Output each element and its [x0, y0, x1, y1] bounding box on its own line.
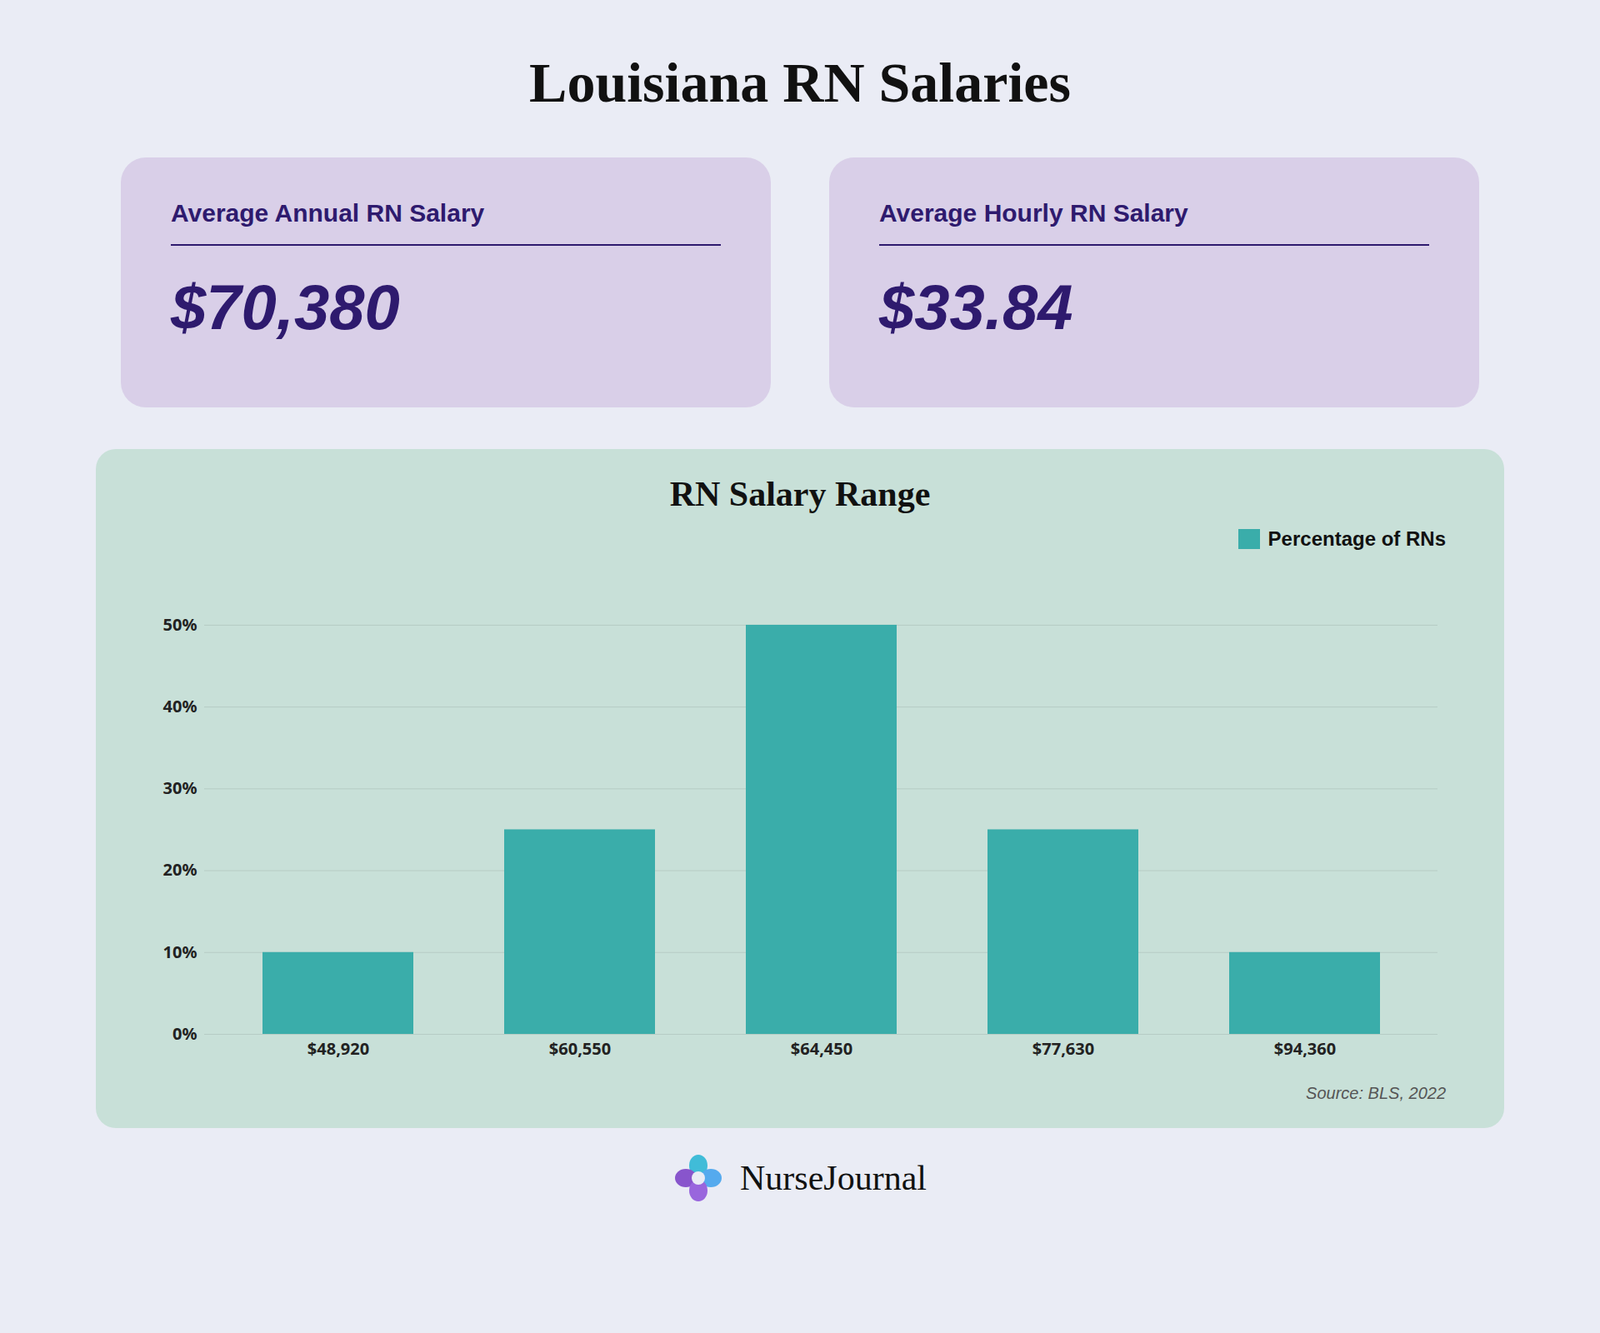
html-text:$70,380: $70,380 — [170, 271, 400, 343]
svg-text:50%: 50% — [163, 613, 198, 636]
html-text:RN Salary Range: RN Salary Range — [669, 475, 931, 514]
svg-text:$48,920: $48,920 — [307, 1037, 370, 1060]
html-text:Average Annual RN Salary: Average Annual RN Salary — [170, 199, 485, 227]
svg-text:$77,630: $77,630 — [1032, 1037, 1095, 1060]
svg-text:40%: 40% — [163, 695, 198, 718]
html-text:Source: BLS, 2022: Source: BLS, 2022 — [1305, 1084, 1446, 1103]
html-text:Louisiana RN Salaries: Louisiana RN Salaries — [529, 50, 1071, 115]
svg-text:$64,450: $64,450 — [790, 1037, 853, 1060]
svg-text:20%: 20% — [163, 858, 198, 881]
html-text:Average Hourly RN Salary: Average Hourly RN Salary — [879, 199, 1189, 227]
svg-text:30%: 30% — [163, 776, 198, 800]
svg-text:$60,550: $60,550 — [549, 1037, 611, 1060]
svg-text:$94,360: $94,360 — [1274, 1037, 1336, 1060]
html-text:Percentage of RNs: Percentage of RNs — [1268, 527, 1446, 550]
svg-text:10%: 10% — [163, 940, 198, 964]
html-text:$33.84: $33.84 — [879, 271, 1073, 343]
html-text:NurseJournal: NurseJournal — [740, 1159, 927, 1198]
svg-text:0%: 0% — [172, 1022, 197, 1045]
